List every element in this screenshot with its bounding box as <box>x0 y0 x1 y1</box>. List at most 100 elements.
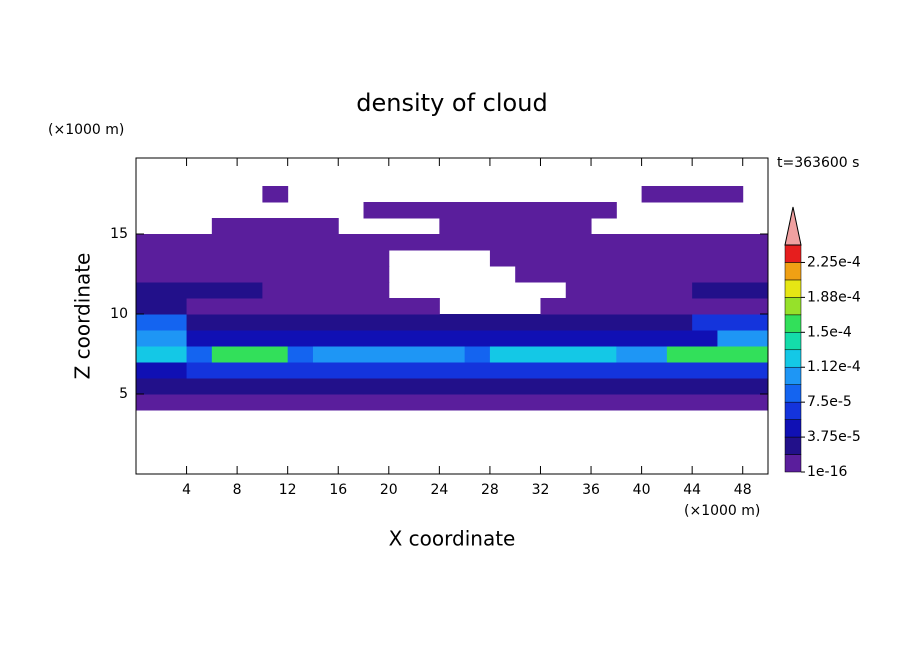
contour-cell <box>237 330 263 347</box>
contour-cell <box>136 266 162 283</box>
contour-cell <box>489 202 516 219</box>
contour-cell <box>161 234 188 251</box>
contour-cell <box>742 314 769 331</box>
contour-cell <box>211 298 238 315</box>
contour-cell <box>237 234 263 251</box>
contour-cell <box>591 330 617 347</box>
y-tick-label: 5 <box>119 386 128 402</box>
contour-cell <box>237 378 263 395</box>
contour-cell <box>464 234 491 251</box>
contour-cell <box>338 266 365 283</box>
contour-cell <box>666 298 693 315</box>
contour-cell <box>414 314 440 331</box>
contour-cell <box>287 330 314 347</box>
contour-cell <box>388 234 415 251</box>
contour-cell <box>237 394 263 411</box>
contour-cell <box>338 330 365 347</box>
contour-cell <box>464 202 491 219</box>
contour-cell <box>540 218 567 235</box>
colorbar-band <box>784 366 802 385</box>
contour-cell <box>439 218 466 235</box>
contour-cell <box>742 234 769 251</box>
contour-cell <box>363 378 390 395</box>
contour-cell <box>211 314 238 331</box>
colorbar-band <box>784 297 802 316</box>
contour-cell <box>287 250 314 267</box>
contour-cell <box>565 362 592 379</box>
colorbar-extension <box>784 206 802 246</box>
contour-cell <box>489 218 516 235</box>
contour-cell <box>692 234 718 251</box>
y-axis-label: Z coordinate <box>71 253 95 380</box>
contour-cell <box>338 394 365 411</box>
contour-cell <box>742 282 769 299</box>
x-tick-label: 48 <box>734 482 752 498</box>
contour-cell <box>136 362 162 379</box>
contour-cell <box>591 202 617 219</box>
contour-cell <box>363 394 390 411</box>
contour-cell <box>262 298 289 315</box>
contour-cell <box>591 362 617 379</box>
contour-cell <box>211 362 238 379</box>
contour-cell <box>540 378 567 395</box>
contour-cell <box>136 330 162 347</box>
x-tick-label: 40 <box>633 482 651 498</box>
contour-cell <box>742 346 769 363</box>
contour-cell <box>591 346 617 363</box>
contour-cell <box>338 362 365 379</box>
contour-cell <box>616 250 643 267</box>
contour-cell <box>312 250 339 267</box>
colorbar-band <box>784 332 802 351</box>
contour-cell <box>591 250 617 267</box>
contour-cell <box>211 378 238 395</box>
contour-cell <box>717 298 744 315</box>
contour-cell <box>312 314 339 331</box>
contour-cell <box>186 314 213 331</box>
contour-cell <box>439 202 466 219</box>
contour-cell <box>464 314 491 331</box>
contour-cell <box>692 346 718 363</box>
contour-cell <box>489 394 516 411</box>
colorbar-tick-label: 1.88e-4 <box>807 289 861 305</box>
contour-cell <box>262 330 289 347</box>
contour-cell <box>565 394 592 411</box>
contour-cell <box>565 298 592 315</box>
contour-cell <box>641 282 668 299</box>
contour-cell <box>666 266 693 283</box>
colorbar-band <box>784 244 802 263</box>
contour-cell <box>287 378 314 395</box>
contour-cell <box>338 298 365 315</box>
contour-cell <box>287 266 314 283</box>
contour-cell <box>464 362 491 379</box>
colorbar-band <box>784 314 802 333</box>
contour-cell <box>237 298 263 315</box>
contour-cell <box>489 234 516 251</box>
contour-cell <box>591 266 617 283</box>
contour-cell <box>161 250 188 267</box>
colorbar-band <box>784 401 802 420</box>
contour-cell <box>641 298 668 315</box>
contour-cell <box>262 346 289 363</box>
contour-cell <box>565 314 592 331</box>
contour-cell <box>742 330 769 347</box>
contour-cell <box>565 218 592 235</box>
contour-cell <box>312 346 339 363</box>
plot-frame <box>135 157 769 475</box>
contour-cell <box>540 250 567 267</box>
contour-cell <box>363 330 390 347</box>
contour-cell <box>414 394 440 411</box>
contour-cell <box>515 250 541 267</box>
contour-cell <box>338 234 365 251</box>
contour-cell <box>363 298 390 315</box>
contour-cell <box>439 362 466 379</box>
contour-cell <box>287 314 314 331</box>
y-tick-label: 10 <box>110 306 128 322</box>
contour-cell <box>565 266 592 283</box>
contour-cell <box>237 250 263 267</box>
contour-cell <box>717 362 744 379</box>
contour-cell <box>161 378 188 395</box>
contour-cell <box>211 394 238 411</box>
contour-cell <box>211 330 238 347</box>
contour-cell <box>515 394 541 411</box>
contour-cell <box>515 202 541 219</box>
